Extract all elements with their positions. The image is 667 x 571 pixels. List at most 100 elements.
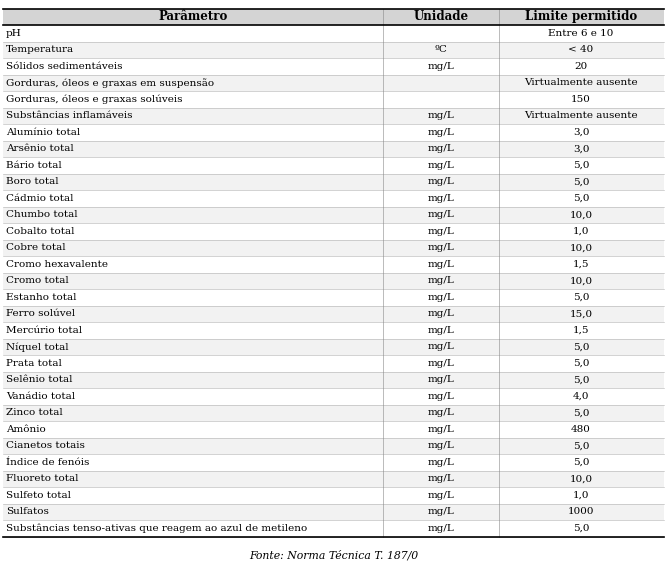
Bar [3,372,664,388]
Text: Cianetos totais: Cianetos totais [6,441,85,451]
Bar [3,438,664,454]
Text: mg/L: mg/L [428,392,454,401]
Text: mg/L: mg/L [428,491,454,500]
Bar [3,256,664,273]
Bar [3,91,664,107]
Bar [3,107,664,124]
Text: mg/L: mg/L [428,359,454,368]
Text: 3,0: 3,0 [573,144,590,154]
Bar [3,124,664,140]
Text: Arsênio total: Arsênio total [6,144,74,154]
Bar [3,75,664,91]
Text: Alumínio total: Alumínio total [6,128,80,137]
Bar [3,305,664,322]
Text: Parâmetro: Parâmetro [159,10,228,23]
Text: Amônio: Amônio [6,425,46,434]
Text: 10,0: 10,0 [570,243,593,252]
Text: Entre 6 e 10: Entre 6 e 10 [548,29,614,38]
Text: Bário total: Bário total [6,161,62,170]
Text: Substâncias inflamáveis: Substâncias inflamáveis [6,111,133,120]
Bar [3,471,664,487]
Text: 5,0: 5,0 [573,343,590,351]
Text: Ferro solúvel: Ferro solúvel [6,309,75,319]
Bar [3,487,664,504]
Bar [3,520,664,537]
Text: Vanádio total: Vanádio total [6,392,75,401]
Bar [3,504,664,520]
Bar [3,42,664,58]
Text: < 40: < 40 [568,45,594,54]
Text: Índice de fenóis: Índice de fenóis [6,458,89,467]
Text: Gorduras, óleos e graxas em suspensão: Gorduras, óleos e graxas em suspensão [6,78,214,88]
Text: 1,0: 1,0 [573,491,590,500]
Text: Fonte: Norma Técnica T. 187/0: Fonte: Norma Técnica T. 187/0 [249,550,418,561]
Text: 10,0: 10,0 [570,210,593,219]
Text: 150: 150 [571,95,591,104]
Text: Cromo total: Cromo total [6,276,69,286]
Text: mg/L: mg/L [428,408,454,417]
Text: Fluoreto total: Fluoreto total [6,475,79,484]
Text: Boro total: Boro total [6,178,59,186]
Text: Sólidos sedimentáveis: Sólidos sedimentáveis [6,62,123,71]
Text: ºC: ºC [434,45,448,54]
Text: mg/L: mg/L [428,524,454,533]
Text: mg/L: mg/L [428,144,454,154]
Text: Zinco total: Zinco total [6,408,63,417]
Text: mg/L: mg/L [428,128,454,137]
Text: mg/L: mg/L [428,376,454,384]
Text: 1,0: 1,0 [573,227,590,236]
Text: mg/L: mg/L [428,227,454,236]
Text: mg/L: mg/L [428,194,454,203]
Text: 15,0: 15,0 [570,309,593,319]
Bar [3,339,664,355]
Text: mg/L: mg/L [428,260,454,269]
Bar [3,272,664,289]
Bar [3,9,664,25]
Text: mg/L: mg/L [428,475,454,484]
Text: Unidade: Unidade [414,10,468,23]
Bar [3,140,664,157]
Text: 5,0: 5,0 [573,161,590,170]
Text: mg/L: mg/L [428,425,454,434]
Text: 4,0: 4,0 [573,392,590,401]
Text: mg/L: mg/L [428,161,454,170]
Text: mg/L: mg/L [428,210,454,219]
Text: 5,0: 5,0 [573,293,590,302]
Text: Prata total: Prata total [6,359,62,368]
Text: Limite permitido: Limite permitido [525,10,637,23]
Text: pH: pH [6,29,22,38]
Text: 5,0: 5,0 [573,441,590,451]
Text: 5,0: 5,0 [573,524,590,533]
Text: 10,0: 10,0 [570,475,593,484]
Text: Virtualmente ausente: Virtualmente ausente [524,78,638,87]
Bar [3,58,664,75]
Text: mg/L: mg/L [428,309,454,319]
Text: mg/L: mg/L [428,243,454,252]
Bar [3,240,664,256]
Text: mg/L: mg/L [428,111,454,120]
Text: 3,0: 3,0 [573,128,590,137]
Bar [3,207,664,223]
Text: Chumbo total: Chumbo total [6,210,77,219]
Bar [3,355,664,372]
Bar [3,421,664,438]
Text: 10,0: 10,0 [570,276,593,286]
Text: 20: 20 [574,62,588,71]
Text: mg/L: mg/L [428,326,454,335]
Text: Cobre total: Cobre total [6,243,65,252]
Text: mg/L: mg/L [428,458,454,467]
Text: Cromo hexavalente: Cromo hexavalente [6,260,108,269]
Text: mg/L: mg/L [428,276,454,286]
Bar [3,223,664,240]
Text: Cádmio total: Cádmio total [6,194,73,203]
Text: Níquel total: Níquel total [6,342,69,352]
Text: Estanho total: Estanho total [6,293,77,302]
Text: 5,0: 5,0 [573,359,590,368]
Text: 5,0: 5,0 [573,458,590,467]
Text: 5,0: 5,0 [573,408,590,417]
Text: Sulfatos: Sulfatos [6,508,49,517]
Text: 1000: 1000 [568,508,594,517]
Bar [3,322,664,339]
Bar [3,190,664,207]
Text: mg/L: mg/L [428,62,454,71]
